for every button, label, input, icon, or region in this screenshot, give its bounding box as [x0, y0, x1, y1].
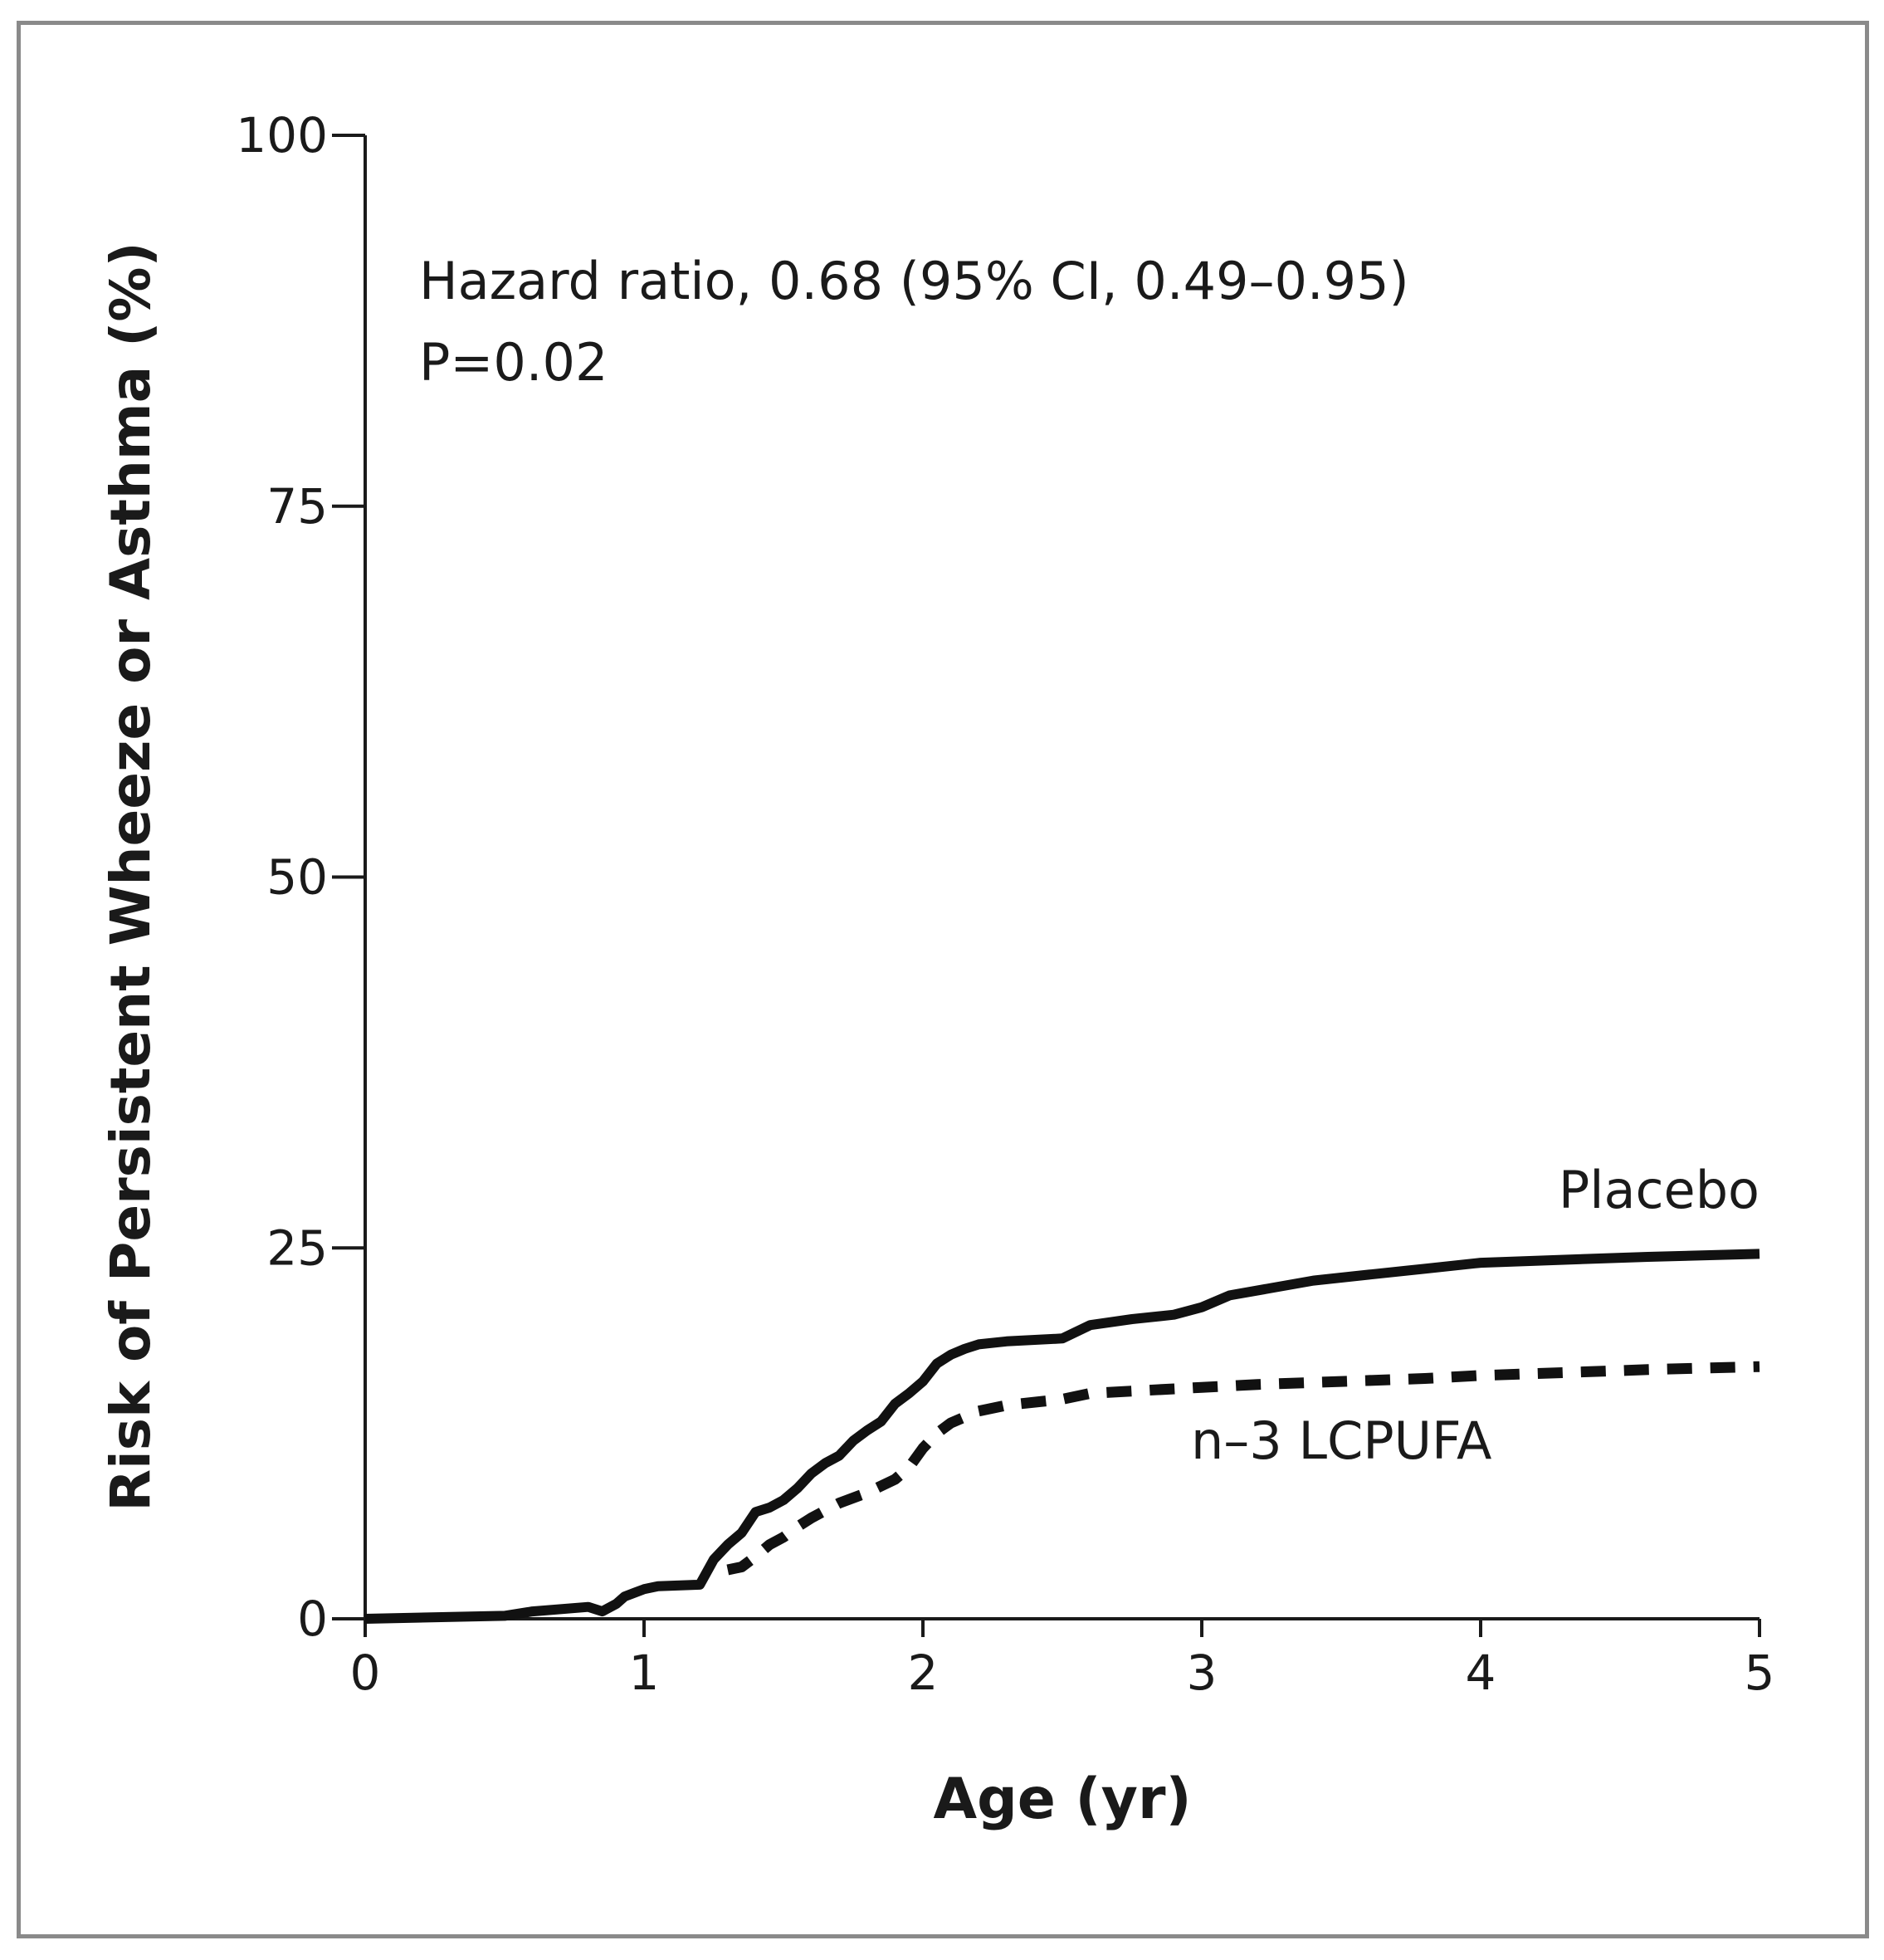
x-tick-label: 0 [350, 1645, 381, 1701]
y-tick-label: 100 [236, 107, 328, 164]
x-tick-label: 2 [908, 1645, 939, 1701]
y-axis-label: Risk of Persistent Wheeze or Asthma (%) [99, 242, 163, 1511]
y-tick-label: 75 [266, 478, 328, 535]
series-line-lcpufa [726, 1361, 1760, 1576]
legend-label-placebo: Placebo [1559, 1160, 1760, 1220]
x-tick-label: 5 [1745, 1645, 1775, 1701]
y-tick-label: 0 [297, 1591, 328, 1647]
series-line-placebo [364, 1249, 1760, 1624]
x-tick-label: 4 [1466, 1645, 1496, 1701]
x-tick-label: 3 [1187, 1645, 1218, 1701]
legend-label-lcpufa: n–3 LCPUFA [1191, 1410, 1491, 1471]
x-axis-label: Age (yr) [933, 1767, 1191, 1832]
y-tick-label: 25 [266, 1220, 328, 1276]
chart-frame [17, 21, 1869, 1938]
annotation-hazard-ratio: Hazard ratio, 0.68 (95% CI, 0.49–0.95) [419, 251, 1409, 311]
x-tick-label: 1 [629, 1645, 660, 1701]
y-tick-label: 50 [266, 849, 328, 906]
series-group [364, 1249, 1760, 1624]
annotation-p-value: P=0.02 [419, 332, 608, 393]
